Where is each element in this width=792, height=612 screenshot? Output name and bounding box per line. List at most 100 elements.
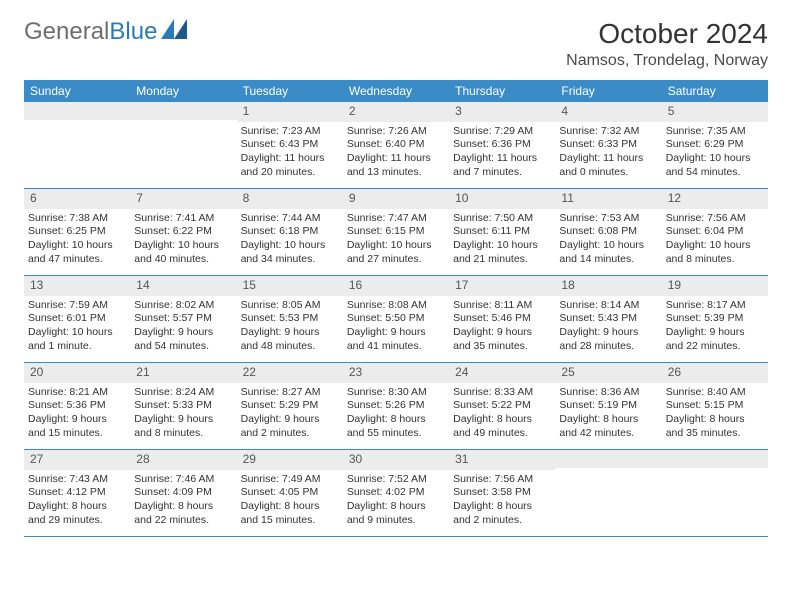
day-sunrise: Sunrise: 7:50 AM xyxy=(453,212,551,226)
day-dl1: Daylight: 8 hours xyxy=(453,413,551,427)
day-sunset: Sunset: 5:22 PM xyxy=(453,399,551,413)
day-dl1: Daylight: 8 hours xyxy=(28,500,126,514)
day-dl2: and 28 minutes. xyxy=(559,340,657,354)
day-sunset: Sunset: 6:01 PM xyxy=(28,312,126,326)
day-sunset: Sunset: 6:25 PM xyxy=(28,225,126,239)
day-sunset: Sunset: 6:33 PM xyxy=(559,138,657,152)
day-number: 22 xyxy=(237,363,343,383)
logo-text-1: General xyxy=(24,18,109,46)
day-sunrise: Sunrise: 8:14 AM xyxy=(559,299,657,313)
day-sunrise: Sunrise: 7:32 AM xyxy=(559,125,657,139)
day-sunrise: Sunrise: 7:59 AM xyxy=(28,299,126,313)
day-dl2: and 54 minutes. xyxy=(134,340,232,354)
logo-text-2: Blue xyxy=(109,18,157,46)
day-sunrise: Sunrise: 7:26 AM xyxy=(347,125,445,139)
day-sunset: Sunset: 6:22 PM xyxy=(134,225,232,239)
day-dl2: and 15 minutes. xyxy=(241,514,339,528)
day-cell: 24Sunrise: 8:33 AMSunset: 5:22 PMDayligh… xyxy=(449,363,555,449)
day-dl2: and 47 minutes. xyxy=(28,253,126,267)
day-number: 11 xyxy=(555,189,661,209)
day-number: 4 xyxy=(555,102,661,122)
day-sunset: Sunset: 5:29 PM xyxy=(241,399,339,413)
day-number: 25 xyxy=(555,363,661,383)
day-cell xyxy=(130,102,236,188)
weekday-cell: Wednesday xyxy=(343,80,449,102)
day-cell: 15Sunrise: 8:05 AMSunset: 5:53 PMDayligh… xyxy=(237,276,343,362)
day-cell xyxy=(24,102,130,188)
day-sunset: Sunset: 5:53 PM xyxy=(241,312,339,326)
day-sunrise: Sunrise: 7:47 AM xyxy=(347,212,445,226)
day-sunrise: Sunrise: 7:49 AM xyxy=(241,473,339,487)
day-cell: 25Sunrise: 8:36 AMSunset: 5:19 PMDayligh… xyxy=(555,363,661,449)
day-cell: 9Sunrise: 7:47 AMSunset: 6:15 PMDaylight… xyxy=(343,189,449,275)
title-block: October 2024 Namsos, Trondelag, Norway xyxy=(566,18,768,70)
day-number: 5 xyxy=(662,102,768,122)
day-dl2: and 2 minutes. xyxy=(241,427,339,441)
header: GeneralBlue October 2024 Namsos, Trondel… xyxy=(24,18,768,70)
day-dl1: Daylight: 9 hours xyxy=(347,326,445,340)
day-cell: 22Sunrise: 8:27 AMSunset: 5:29 PMDayligh… xyxy=(237,363,343,449)
day-sunrise: Sunrise: 8:17 AM xyxy=(666,299,764,313)
day-dl2: and 8 minutes. xyxy=(134,427,232,441)
day-sunset: Sunset: 5:36 PM xyxy=(28,399,126,413)
day-dl1: Daylight: 8 hours xyxy=(347,413,445,427)
day-sunrise: Sunrise: 8:21 AM xyxy=(28,386,126,400)
day-number: 12 xyxy=(662,189,768,209)
day-sunset: Sunset: 5:33 PM xyxy=(134,399,232,413)
day-sunrise: Sunrise: 7:41 AM xyxy=(134,212,232,226)
day-cell: 7Sunrise: 7:41 AMSunset: 6:22 PMDaylight… xyxy=(130,189,236,275)
month-title: October 2024 xyxy=(566,18,768,50)
day-dl1: Daylight: 9 hours xyxy=(453,326,551,340)
day-number: 31 xyxy=(449,450,555,470)
day-dl1: Daylight: 11 hours xyxy=(559,152,657,166)
week-row: 27Sunrise: 7:43 AMSunset: 4:12 PMDayligh… xyxy=(24,450,768,537)
day-sunrise: Sunrise: 7:29 AM xyxy=(453,125,551,139)
day-cell: 23Sunrise: 8:30 AMSunset: 5:26 PMDayligh… xyxy=(343,363,449,449)
day-cell: 14Sunrise: 8:02 AMSunset: 5:57 PMDayligh… xyxy=(130,276,236,362)
day-dl2: and 54 minutes. xyxy=(666,166,764,180)
day-dl1: Daylight: 9 hours xyxy=(666,326,764,340)
day-sunrise: Sunrise: 8:27 AM xyxy=(241,386,339,400)
day-dl1: Daylight: 8 hours xyxy=(241,500,339,514)
day-dl1: Daylight: 8 hours xyxy=(666,413,764,427)
day-dl1: Daylight: 8 hours xyxy=(453,500,551,514)
day-sunrise: Sunrise: 7:44 AM xyxy=(241,212,339,226)
day-number: 18 xyxy=(555,276,661,296)
day-cell: 17Sunrise: 8:11 AMSunset: 5:46 PMDayligh… xyxy=(449,276,555,362)
day-dl1: Daylight: 10 hours xyxy=(453,239,551,253)
weekday-header-row: SundayMondayTuesdayWednesdayThursdayFrid… xyxy=(24,80,768,102)
day-dl1: Daylight: 11 hours xyxy=(241,152,339,166)
day-sunset: Sunset: 5:50 PM xyxy=(347,312,445,326)
day-sunrise: Sunrise: 8:40 AM xyxy=(666,386,764,400)
day-cell: 27Sunrise: 7:43 AMSunset: 4:12 PMDayligh… xyxy=(24,450,130,536)
day-sunrise: Sunrise: 8:05 AM xyxy=(241,299,339,313)
day-number: 9 xyxy=(343,189,449,209)
day-dl2: and 2 minutes. xyxy=(453,514,551,528)
day-dl2: and 0 minutes. xyxy=(559,166,657,180)
day-sunset: Sunset: 6:43 PM xyxy=(241,138,339,152)
day-dl2: and 42 minutes. xyxy=(559,427,657,441)
day-number: 15 xyxy=(237,276,343,296)
day-dl1: Daylight: 9 hours xyxy=(134,413,232,427)
day-sunset: Sunset: 5:15 PM xyxy=(666,399,764,413)
day-sunrise: Sunrise: 7:46 AM xyxy=(134,473,232,487)
day-cell: 11Sunrise: 7:53 AMSunset: 6:08 PMDayligh… xyxy=(555,189,661,275)
day-number: 28 xyxy=(130,450,236,470)
day-sunset: Sunset: 4:02 PM xyxy=(347,486,445,500)
day-cell: 10Sunrise: 7:50 AMSunset: 6:11 PMDayligh… xyxy=(449,189,555,275)
day-dl1: Daylight: 11 hours xyxy=(453,152,551,166)
day-number xyxy=(24,102,130,120)
day-number: 21 xyxy=(130,363,236,383)
day-dl1: Daylight: 10 hours xyxy=(28,239,126,253)
day-dl1: Daylight: 8 hours xyxy=(347,500,445,514)
day-dl2: and 40 minutes. xyxy=(134,253,232,267)
week-row: 1Sunrise: 7:23 AMSunset: 6:43 PMDaylight… xyxy=(24,102,768,189)
day-dl1: Daylight: 9 hours xyxy=(559,326,657,340)
day-sunset: Sunset: 5:26 PM xyxy=(347,399,445,413)
logo-icon xyxy=(161,18,187,46)
day-cell: 8Sunrise: 7:44 AMSunset: 6:18 PMDaylight… xyxy=(237,189,343,275)
day-number: 20 xyxy=(24,363,130,383)
weekday-cell: Monday xyxy=(130,80,236,102)
day-number: 8 xyxy=(237,189,343,209)
day-dl2: and 29 minutes. xyxy=(28,514,126,528)
